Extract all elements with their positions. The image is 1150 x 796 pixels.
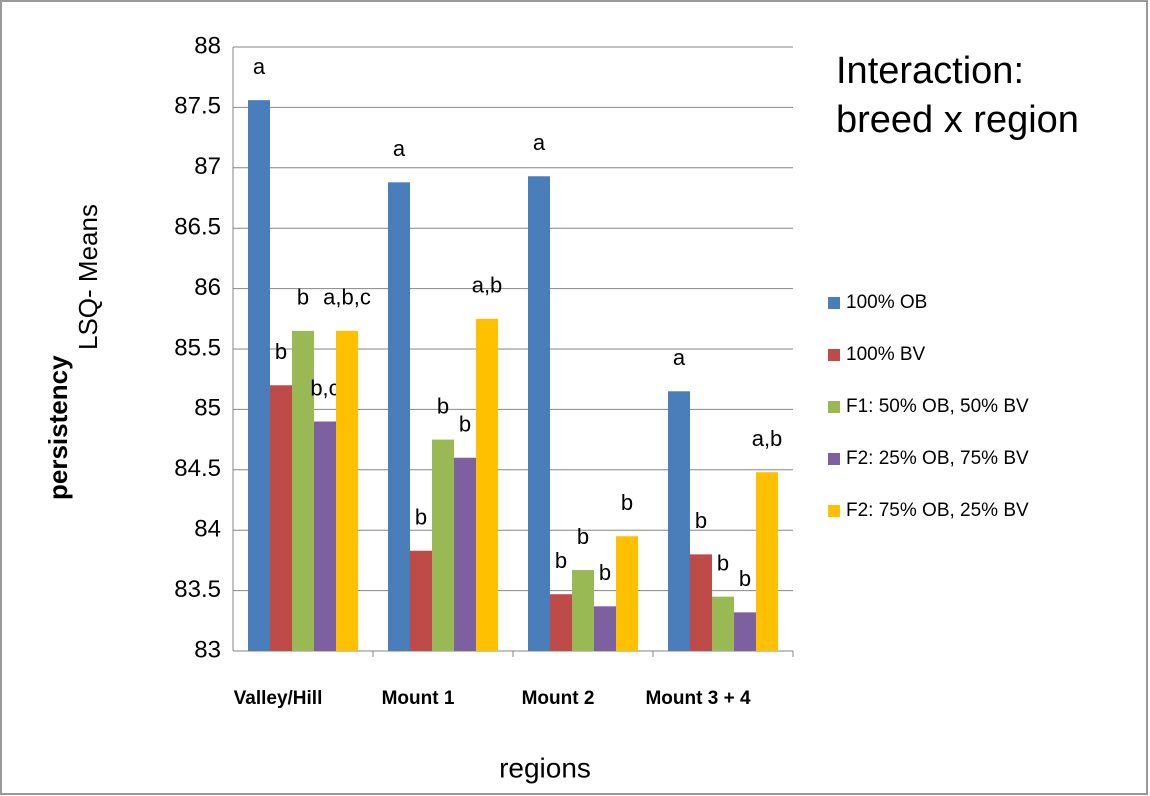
x-tick-label: Mount 2 [522,688,595,709]
y-tick-label: 84 [194,516,221,543]
y-tick-label: 88 [194,32,221,59]
bar [594,606,616,651]
legend-swatch [828,505,840,517]
y-tick-label: 87.5 [174,93,221,120]
bar-letter: b [717,550,729,575]
bar-letter: b [739,566,751,591]
bar-letter: a [673,345,686,370]
bar-letter: b [459,412,471,437]
legend-swatch [828,349,840,361]
bar-letter: a,b,c [323,285,371,310]
bar-letter: b [621,490,633,515]
bar [668,391,690,651]
chart-title: Interaction: [836,50,1024,92]
bar-letter: b,c [310,375,339,400]
y-tick-label: 84.5 [174,455,221,482]
bar-letter: b [275,339,287,364]
bar-letter: b [555,548,567,573]
y-label-bold: persistency [43,355,73,500]
bar-letter: b [415,505,427,530]
bar-letter: a [253,54,266,79]
y-tick-label: 86.5 [174,214,221,241]
bar-letter: b [599,560,611,585]
chart-title: breed x region [836,99,1079,141]
bar-letter: b [437,393,449,418]
bar-letter: a,b [752,426,783,451]
legend-label: 100% OB [846,292,927,313]
bar [572,570,594,651]
bar-letter: b [297,285,309,310]
bar [528,176,550,652]
bar-letter: a [533,130,546,155]
bar [292,330,314,651]
x-tick-label: Mount 1 [382,688,455,709]
bar-letter: b [577,524,589,549]
bar [616,536,638,651]
legend-label: F2: 25% OB, 75% BV [846,448,1029,469]
legend-swatch [828,453,840,465]
bar [476,318,498,651]
legend-label: F2: 75% OB, 25% BV [846,500,1029,521]
bar [690,554,712,651]
y-tick-label: 83 [194,636,221,663]
y-tick-label: 85.5 [174,334,221,361]
bar-letter: a,b [472,273,503,298]
x-tick-label: Valley/Hill [234,688,323,709]
legend-label: F1: 50% OB, 50% BV [846,396,1029,417]
bar [550,594,572,651]
y-tick-label: 85 [194,395,221,422]
y-tick-label: 83.5 [174,576,221,603]
bar [336,330,358,651]
bar [756,472,778,651]
bar [248,100,270,652]
y-label: LSQ- Means [73,204,103,350]
bar-letter: a [393,136,406,161]
bar [314,421,336,651]
legend-swatch [828,297,840,309]
bar [712,596,734,651]
bar [388,182,410,651]
bar-letter: b [695,508,707,533]
bar [734,612,756,651]
y-tick-label: 86 [194,274,221,301]
y-tick-label: 87 [194,153,221,180]
bar [432,439,454,651]
legend-swatch [828,401,840,413]
bar [454,457,476,651]
bar [270,385,292,651]
legend-label: 100% BV [846,344,926,365]
x-axis-label: regions [499,752,591,783]
x-tick-label: Mount 3 + 4 [645,688,750,709]
bar [410,550,432,651]
y-axis-label: persistency LSQ- Means [43,204,103,500]
